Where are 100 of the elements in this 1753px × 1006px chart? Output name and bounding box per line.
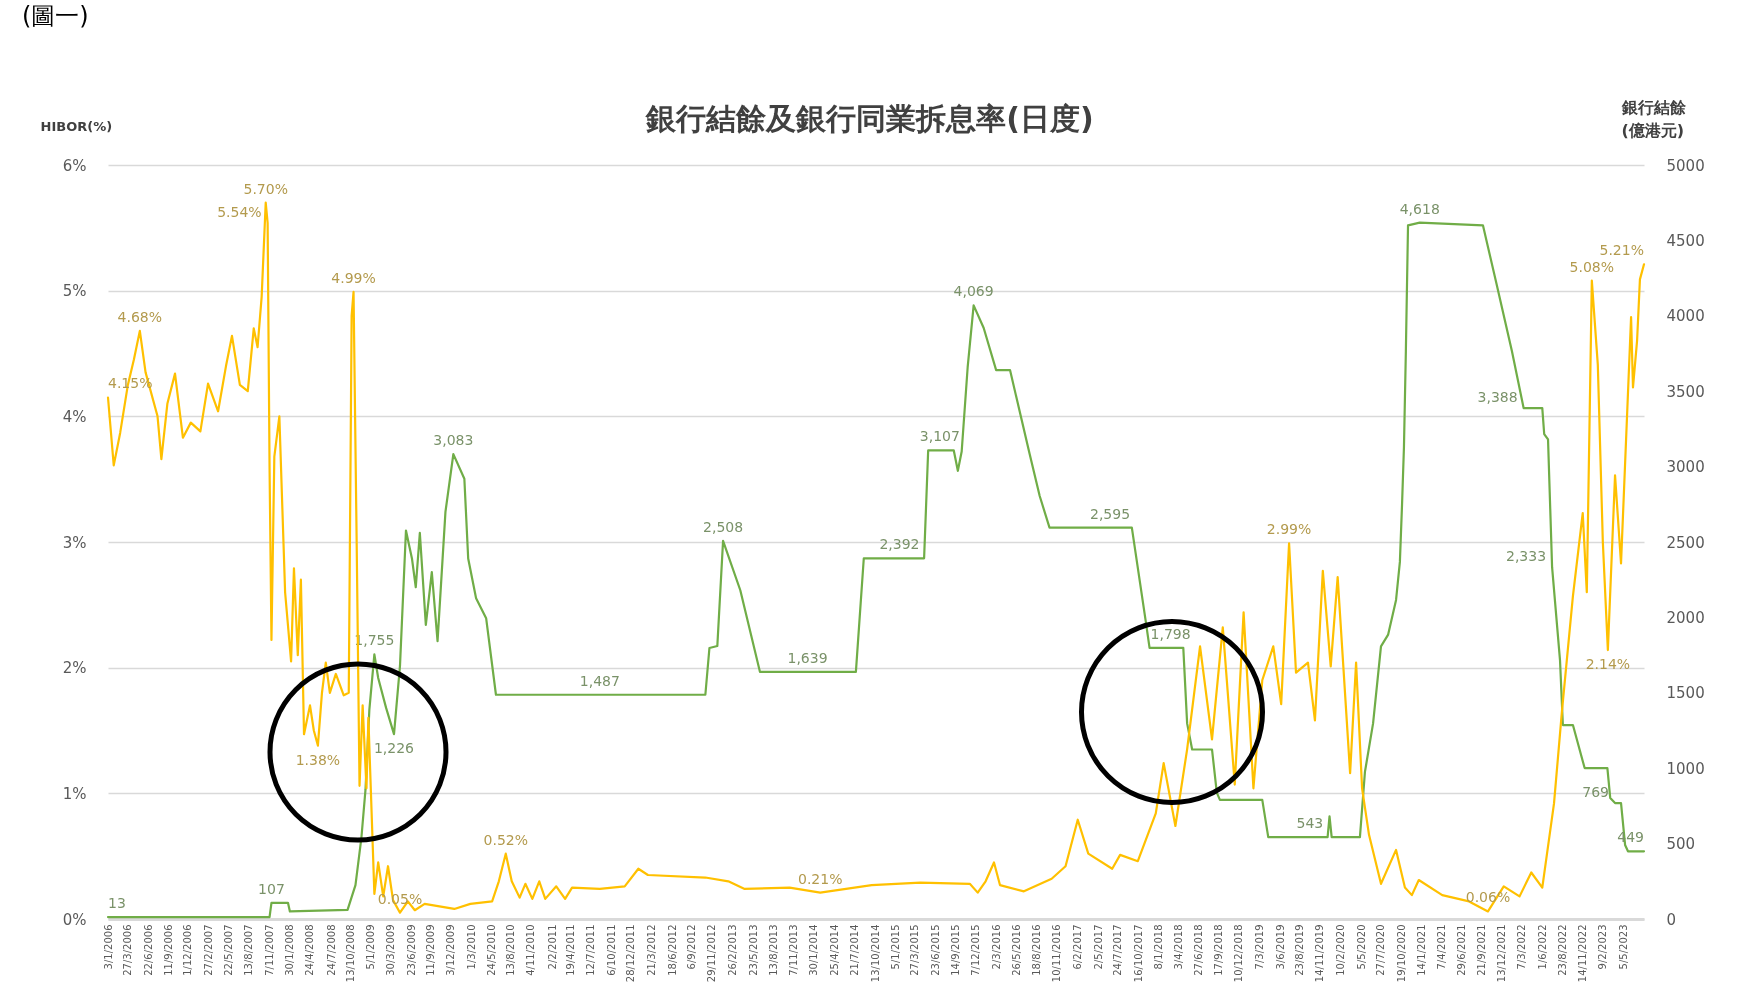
x-tick-label: 22/6/2006: [143, 924, 155, 976]
x-tick-label: 13/8/2007: [242, 924, 254, 976]
y2-tick-label: 4000: [1666, 307, 1705, 326]
x-tick-label: 23/8/2019: [1294, 924, 1306, 976]
data-label: 3,388: [1477, 389, 1518, 406]
data-label: 13: [108, 895, 126, 912]
y2-tick-label: 3000: [1666, 458, 1705, 477]
x-tick-label: 30/1/2014: [808, 924, 820, 976]
y2-tick-label: 1000: [1666, 759, 1705, 778]
x-tick-label: 7/11/2007: [263, 924, 275, 976]
x-tick-label: 14/11/2019: [1314, 924, 1326, 983]
x-tick-label: 2/2/2011: [546, 924, 558, 970]
x-tick-label: 13/8/2010: [505, 924, 517, 976]
y2-tick-label: 4500: [1666, 231, 1705, 250]
x-tick-label: 14/1/2021: [1416, 924, 1428, 976]
x-tick-label: 29/11/2012: [706, 924, 718, 983]
x-tick-label: 24/4/2008: [304, 924, 316, 976]
x-tick-label: 7/4/2021: [1436, 924, 1448, 970]
data-label: 2,508: [703, 518, 744, 535]
data-label: 0.21%: [797, 870, 843, 887]
x-tick-label: 24/7/2008: [325, 924, 337, 976]
x-tick-label: 7/11/2013: [788, 924, 800, 976]
data-label: 543: [1296, 815, 1324, 832]
x-tick-label: 16/10/2017: [1132, 924, 1144, 983]
x-tick-label: 23/6/2015: [930, 924, 942, 976]
y2-axis-title: 銀行結餘 (億港元): [1620, 97, 1687, 140]
data-label: 1,226: [373, 740, 415, 757]
x-tick-label: 23/5/2013: [747, 924, 759, 976]
x-tick-label: 5/1/2015: [889, 924, 901, 970]
data-label: 2,333: [1506, 548, 1547, 565]
x-tick-label: 3/4/2018: [1173, 924, 1185, 970]
x-tick-label: 3/6/2019: [1274, 924, 1286, 970]
x-tick-label: 5/5/2020: [1355, 924, 1367, 970]
x-tick-label: 17/9/2018: [1212, 924, 1224, 976]
data-label: 5.21%: [1599, 242, 1644, 259]
x-tick-label: 1/3/2010: [465, 924, 477, 970]
x-tick-label: 30/3/2009: [385, 924, 397, 976]
x-tick-label: 11/9/2009: [424, 924, 436, 976]
data-label: 4,069: [953, 283, 994, 300]
x-tick-label: 2/5/2017: [1092, 924, 1104, 970]
x-tick-label: 11/9/2006: [162, 924, 174, 976]
x-tick-label: 5/1/2009: [365, 924, 377, 970]
x-tick-label: 24/5/2010: [485, 924, 497, 976]
x-tick-label: 23/6/2009: [405, 924, 417, 976]
x-tick-label: 13/8/2013: [767, 924, 779, 976]
x-tick-label: 19/10/2020: [1395, 924, 1407, 983]
x-tick-label: 21/9/2021: [1476, 924, 1488, 976]
x-tick-label: 6/2/2017: [1072, 924, 1084, 970]
x-tick-label: 26/5/2016: [1010, 924, 1022, 976]
x-tick-label: 14/9/2015: [949, 924, 961, 976]
x-tick-label: 10/12/2018: [1233, 924, 1245, 983]
data-label: 2,595: [1090, 505, 1131, 522]
y-tick-label: 0%: [62, 910, 87, 929]
data-label: 0.52%: [483, 831, 528, 848]
data-label: 5.08%: [1569, 258, 1615, 275]
x-tick-label: 25/4/2014: [828, 924, 840, 976]
y2-tick-label: 3500: [1666, 382, 1705, 401]
x-tick-label: 9/2/2023: [1597, 924, 1609, 970]
x-tick-label: 3/12/2009: [444, 924, 456, 976]
data-label: 4,618: [1399, 200, 1440, 217]
data-label: 4.68%: [117, 308, 163, 325]
x-tick-label: 21/7/2014: [849, 924, 861, 976]
x-tick-label: 27/3/2006: [122, 924, 134, 976]
x-tick-label: 27/2/2007: [203, 924, 215, 976]
x-tick-label: 30/1/2008: [283, 924, 295, 976]
y-tick-label: 1%: [62, 784, 87, 803]
x-tick-label: 27/6/2018: [1193, 924, 1205, 976]
x-tick-label: 27/7/2020: [1375, 924, 1387, 976]
x-tick-label: 21/3/2012: [645, 924, 657, 976]
x-tick-label: 12/7/2011: [584, 924, 596, 976]
x-tick-label: 10/11/2016: [1051, 924, 1063, 983]
x-tick-label: 27/3/2015: [909, 924, 921, 976]
y2-tick-label: 1500: [1666, 684, 1705, 703]
x-tick-label: 28/12/2011: [625, 924, 637, 983]
data-label: 2.99%: [1266, 521, 1312, 538]
x-tick-label: 13/10/2008: [345, 924, 357, 983]
x-tick-label: 7/3/2022: [1516, 924, 1528, 970]
x-tick-label: 1/12/2006: [181, 924, 193, 976]
data-label: 107: [258, 880, 285, 897]
y2-tick-label: 5000: [1666, 156, 1705, 175]
x-tick-label: 3/1/2006: [102, 924, 114, 970]
x-tick-label: 7/3/2019: [1253, 924, 1265, 970]
y-tick-label: 5%: [62, 282, 87, 301]
data-label: 3,107: [919, 428, 960, 445]
x-tick-label: 6/9/2012: [685, 924, 697, 970]
x-tick-label: 6/10/2011: [605, 924, 617, 976]
data-label: 1,798: [1150, 625, 1191, 642]
y-tick-label: 4%: [62, 407, 87, 426]
x-tick-label: 26/2/2013: [727, 924, 739, 976]
y2-tick-label: 0: [1666, 910, 1677, 929]
data-label: 1,487: [579, 672, 620, 689]
data-label: 3,083: [433, 432, 474, 449]
data-label: 2.14%: [1585, 656, 1631, 673]
text: (圖一): [22, 2, 89, 30]
x-tick-label: 13/12/2021: [1496, 924, 1508, 983]
y2-tick-label: 2500: [1666, 533, 1705, 552]
y-tick-label: 3%: [62, 533, 87, 552]
x-tick-label: 4/11/2010: [525, 924, 537, 976]
y2-tick-label: 2000: [1666, 608, 1705, 627]
x-tick-label: 18/8/2016: [1031, 924, 1043, 976]
